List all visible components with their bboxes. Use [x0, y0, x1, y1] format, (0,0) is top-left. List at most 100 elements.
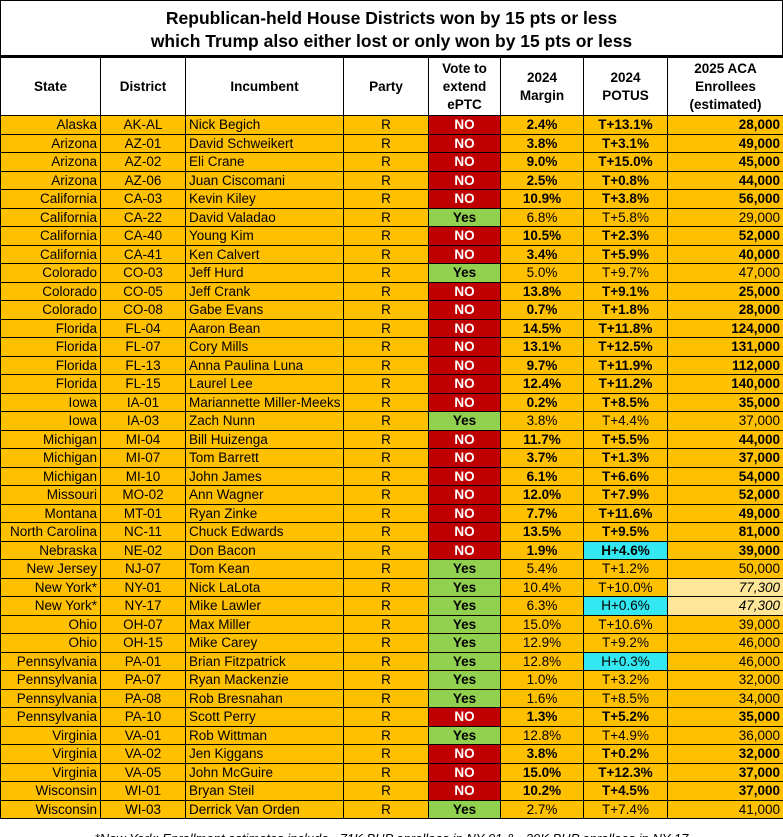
cell-margin: 2.4%	[500, 115, 584, 135]
cell-party: R	[343, 300, 429, 320]
cell-margin: 2.5%	[500, 170, 584, 190]
cell-vote: Yes	[428, 688, 501, 708]
cell-margin: 6.3%	[500, 596, 584, 616]
cell-party: R	[343, 651, 429, 671]
cell-potus: T+4.5%	[583, 781, 668, 801]
cell-party: R	[343, 244, 429, 264]
cell-state: Pennsylvania	[0, 707, 101, 727]
cell-margin: 3.8%	[500, 133, 584, 153]
cell-margin: 1.9%	[500, 540, 584, 560]
cell-incumbent: Tom Kean	[185, 559, 344, 579]
cell-district: MI-10	[100, 466, 186, 486]
cell-district: OH-15	[100, 633, 186, 653]
cell-enrollees: 36,000	[667, 725, 783, 745]
cell-state: Colorado	[0, 300, 101, 320]
cell-vote: Yes	[428, 411, 501, 431]
cell-margin: 5.0%	[500, 263, 584, 283]
cell-party: R	[343, 355, 429, 375]
cell-vote: NO	[428, 374, 501, 394]
cell-margin: 12.8%	[500, 651, 584, 671]
cell-district: NC-11	[100, 522, 186, 542]
cell-enrollees: 39,000	[667, 614, 783, 634]
cell-margin: 10.4%	[500, 577, 584, 597]
cell-margin: 15.0%	[500, 614, 584, 634]
cell-enrollees: 28,000	[667, 300, 783, 320]
header-row: State District Incumbent Party Vote to e…	[0, 57, 783, 116]
cell-vote: NO	[428, 115, 501, 135]
cell-potus: T+3.1%	[583, 133, 668, 153]
cell-incumbent: Rob Wittman	[185, 725, 344, 745]
cell-district: VA-05	[100, 762, 186, 782]
cell-party: R	[343, 485, 429, 505]
cell-enrollees: 49,000	[667, 503, 783, 523]
table-row: California CA-22 David Valadao R Yes 6.8% T+5.…	[0, 207, 783, 227]
cell-enrollees: 28,000	[667, 115, 783, 135]
cell-vote: NO	[428, 540, 501, 560]
cell-margin: 9.0%	[500, 152, 584, 172]
cell-margin: 13.8%	[500, 281, 584, 301]
cell-margin: 2.7%	[500, 799, 584, 819]
cell-state: Colorado	[0, 281, 101, 301]
cell-incumbent: Nick Begich	[185, 115, 344, 135]
cell-enrollees: 140,000	[667, 374, 783, 394]
header-party: Party	[343, 57, 429, 116]
cell-state: Wisconsin	[0, 799, 101, 819]
cell-state: California	[0, 226, 101, 246]
cell-potus: T+7.9%	[583, 485, 668, 505]
cell-incumbent: Cory Mills	[185, 337, 344, 357]
cell-vote: NO	[428, 170, 501, 190]
cell-enrollees: 46,000	[667, 633, 783, 653]
cell-margin: 12.0%	[500, 485, 584, 505]
cell-district: CA-41	[100, 244, 186, 264]
cell-state: Pennsylvania	[0, 651, 101, 671]
cell-state: Florida	[0, 374, 101, 394]
cell-vote: Yes	[428, 725, 501, 745]
cell-state: North Carolina	[0, 522, 101, 542]
cell-vote: NO	[428, 300, 501, 320]
cell-district: CA-03	[100, 189, 186, 209]
cell-state: Arizona	[0, 152, 101, 172]
cell-district: FL-15	[100, 374, 186, 394]
cell-district: MI-04	[100, 429, 186, 449]
cell-margin: 10.5%	[500, 226, 584, 246]
cell-potus: T+12.3%	[583, 762, 668, 782]
cell-margin: 7.7%	[500, 503, 584, 523]
table-row: Virginia VA-02 Jen Kiggans R NO 3.8% T+0.2% 32,…	[0, 744, 783, 764]
cell-potus: T+2.3%	[583, 226, 668, 246]
cell-party: R	[343, 799, 429, 819]
table-row: Michigan MI-10 John James R NO 6.1% T+6.6% 54,0…	[0, 466, 783, 486]
cell-state: New Jersey	[0, 559, 101, 579]
cell-vote: Yes	[428, 799, 501, 819]
cell-margin: 10.2%	[500, 781, 584, 801]
cell-potus: T+9.1%	[583, 281, 668, 301]
cell-party: R	[343, 503, 429, 523]
cell-vote: NO	[428, 133, 501, 153]
cell-vote: NO	[428, 281, 501, 301]
cell-enrollees: 47,300	[667, 596, 783, 616]
cell-party: R	[343, 207, 429, 227]
cell-potus: T+4.9%	[583, 725, 668, 745]
cell-state: California	[0, 244, 101, 264]
cell-district: CA-40	[100, 226, 186, 246]
cell-party: R	[343, 577, 429, 597]
cell-incumbent: Ryan Zinke	[185, 503, 344, 523]
cell-vote: Yes	[428, 263, 501, 283]
table-row: North Carolina NC-11 Chuck Edwards R NO 13.5%…	[0, 522, 783, 542]
cell-vote: NO	[428, 152, 501, 172]
cell-enrollees: 37,000	[667, 781, 783, 801]
cell-enrollees: 25,000	[667, 281, 783, 301]
cell-enrollees: 37,000	[667, 762, 783, 782]
table-row: Florida FL-07 Cory Mills R NO 13.1% T+12.5% 131…	[0, 337, 783, 357]
cell-vote: Yes	[428, 651, 501, 671]
cell-party: R	[343, 540, 429, 560]
table-row: Nebraska NE-02 Don Bacon R NO 1.9% H+4.6% 39,00…	[0, 540, 783, 560]
cell-district: AZ-06	[100, 170, 186, 190]
cell-incumbent: Anna Paulina Luna	[185, 355, 344, 375]
cell-incumbent: David Valadao	[185, 207, 344, 227]
cell-vote: NO	[428, 466, 501, 486]
cell-potus: H+0.6%	[583, 596, 668, 616]
cell-party: R	[343, 762, 429, 782]
cell-potus: T+6.6%	[583, 466, 668, 486]
cell-party: R	[343, 522, 429, 542]
table-row: Virginia VA-01 Rob Wittman R Yes 12.8% T+4.9% 3…	[0, 725, 783, 745]
